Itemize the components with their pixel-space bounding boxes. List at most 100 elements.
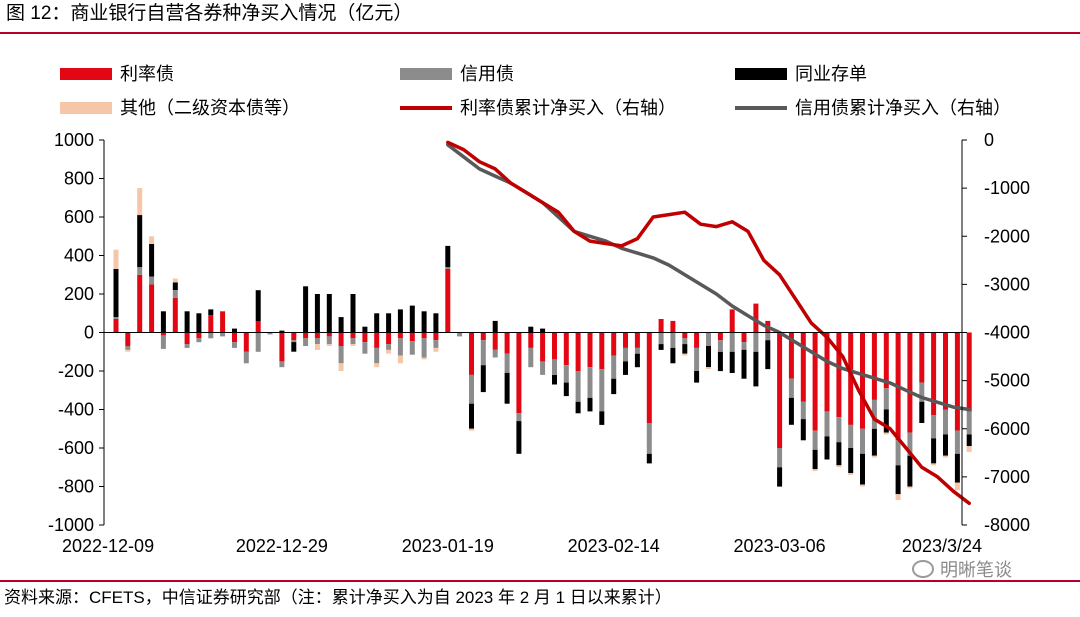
y-right-label--7000: -7000 (984, 467, 1030, 487)
bar-cd-26 (421, 311, 427, 333)
legend-swatch-cd (735, 68, 787, 80)
bar-credit-36 (540, 361, 546, 375)
bar-rate-19 (338, 332, 344, 346)
legend-label-rate: 利率债 (120, 64, 174, 84)
bar-rate-6 (184, 332, 190, 345)
bar-cd-65 (883, 409, 889, 433)
x-tick-label-4: 2023-03-06 (734, 536, 826, 556)
y-left-label--200: -200 (58, 361, 94, 381)
bar-rate-18 (326, 332, 332, 337)
bar-credit-67 (907, 432, 913, 456)
y-right-label--8000: -8000 (984, 515, 1030, 535)
x-tick-label-2: 2023-01-19 (402, 536, 494, 556)
bar-cd-2 (137, 215, 143, 268)
bar-cd-40 (587, 397, 593, 412)
bar-cd-34 (516, 421, 522, 454)
bar-credit-2 (137, 267, 143, 275)
y-left-label-200: 200 (64, 284, 94, 304)
footer-divider (0, 580, 1080, 582)
source-note: 资料来源：CFETS，中信证券研究部（注：累计净买入为自 2023 年 2 月 … (4, 588, 672, 607)
bar-rate-21 (362, 332, 368, 343)
bar-rate-65 (883, 332, 889, 389)
bar-credit-30 (469, 374, 474, 404)
bar-credit-39 (575, 371, 581, 402)
legend-label-rate_cum: 利率债累计净买入（右轴） (460, 98, 676, 118)
bar-credit-4 (160, 335, 166, 349)
bar-rate-69 (931, 332, 937, 416)
bar-cd-70 (943, 434, 948, 456)
bar-cd-35 (528, 326, 534, 333)
x-tick-label-5: 2023/3/24 (902, 536, 982, 556)
bar-rate-10 (232, 332, 237, 343)
bar-credit-47 (670, 332, 676, 348)
bar-rate-14 (279, 332, 285, 362)
bar-credit-3 (149, 276, 155, 285)
legend-label-cd: 同业存单 (795, 64, 867, 84)
bar-rate-52 (729, 309, 735, 333)
bar-cd-52 (729, 351, 735, 373)
bar-rate-43 (623, 332, 628, 348)
bar-credit-65 (883, 388, 889, 410)
bar-rate-24 (397, 332, 403, 339)
bar-credit-63 (860, 428, 865, 454)
bar-cd-7 (196, 313, 202, 333)
bar-credit-32 (492, 349, 498, 358)
bar-rate-37 (552, 332, 557, 360)
bar-cd-56 (777, 467, 783, 487)
bar-cd-31 (480, 365, 486, 393)
bar-other-59 (812, 469, 818, 472)
bar-cd-14 (279, 330, 285, 333)
bar-cd-5 (172, 282, 178, 291)
bar-cd-55 (765, 340, 771, 370)
bar-rate-28 (445, 269, 451, 333)
bar-cd-53 (741, 349, 747, 379)
bar-cd-48 (682, 344, 688, 354)
bar-cd-54 (753, 351, 759, 387)
bar-cd-72 (966, 434, 972, 447)
bar-cd-30 (469, 403, 474, 429)
bar-rate-57 (788, 332, 794, 379)
bar-credit-49 (694, 347, 700, 371)
bar-other-3 (149, 236, 155, 244)
bar-rate-32 (492, 332, 498, 350)
bar-rate-3 (149, 284, 155, 333)
bar-cd-67 (907, 455, 913, 487)
bar-rate-17 (314, 332, 320, 339)
bar-cd-39 (575, 401, 581, 414)
bar-credit-14 (279, 361, 285, 368)
bar-rate-30 (469, 332, 474, 375)
y-right-label--2000: -2000 (984, 226, 1030, 246)
y-right-label--5000: -5000 (984, 371, 1030, 391)
bar-rate-31 (480, 332, 486, 341)
bar-credit-56 (777, 448, 783, 468)
bar-rate-67 (907, 332, 913, 433)
y-left-label-1000: 1000 (54, 130, 94, 150)
y-right-label--6000: -6000 (984, 419, 1030, 439)
bar-other-72 (966, 446, 972, 452)
bar-other-0 (113, 249, 119, 269)
bar-rate-1 (125, 332, 131, 346)
bar-credit-29 (457, 332, 463, 337)
bar-cd-17 (314, 294, 320, 333)
bar-rate-51 (717, 332, 723, 341)
bar-rate-12 (255, 320, 261, 333)
bar-cd-50 (706, 346, 711, 368)
bar-credit-50 (706, 332, 711, 346)
bar-rate-70 (943, 332, 948, 410)
bar-other-50 (706, 367, 711, 369)
bar-cd-41 (599, 411, 605, 425)
bar-rate-0 (113, 319, 119, 333)
legend-label-credit_cum: 信用债累计净买入（右轴） (795, 98, 1011, 118)
bar-cd-37 (552, 374, 557, 385)
bar-cd-45 (646, 453, 652, 464)
bar-other-19 (338, 363, 344, 371)
bar-rate-38 (563, 332, 569, 366)
bar-other-17 (314, 344, 320, 350)
bar-credit-72 (966, 411, 972, 435)
bar-cd-23 (386, 313, 392, 333)
bar-credit-69 (931, 415, 937, 439)
bar-rate-35 (528, 332, 534, 348)
bar-credit-48 (682, 338, 688, 345)
bar-credit-13 (267, 332, 273, 335)
bar-series-group (113, 188, 972, 500)
